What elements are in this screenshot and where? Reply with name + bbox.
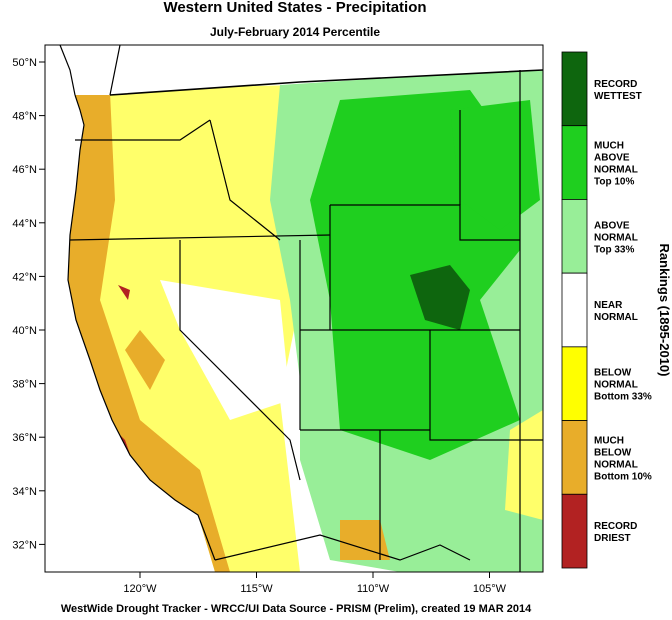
subtitle: July-February 2014 Percentile (210, 25, 380, 39)
legend-swatch (561, 199, 588, 274)
footer: WestWide Drought Tracker - WRCC/UI Data … (61, 603, 532, 615)
legend-label: NORMAL (594, 312, 638, 323)
lat-label: 42°N (12, 271, 37, 283)
legend-label: NORMAL (594, 165, 638, 176)
legend-label: Bottom 33% (594, 392, 652, 403)
lon-label: 115°W (240, 583, 273, 595)
lon-label: 120°W (123, 583, 157, 595)
legend-title: Rankings (1895-2010) (657, 244, 672, 377)
lat-label: 34°N (12, 486, 37, 498)
lat-label: 48°N (12, 111, 37, 123)
legend-label: RECORD (594, 79, 637, 90)
legend-label: WETTEST (594, 91, 642, 102)
legend-label: DRIEST (594, 533, 631, 544)
legend-label: BELOW (594, 368, 632, 379)
legend-swatch (561, 51, 588, 127)
legend-label: NORMAL (594, 232, 638, 243)
lat-label: 36°N (12, 432, 37, 444)
lon-label: 110°W (357, 583, 390, 595)
legend-swatch (561, 272, 588, 348)
legend-swatch (561, 125, 588, 200)
legend-label: NORMAL (594, 459, 638, 470)
lat-label: 38°N (12, 379, 37, 391)
legend-label: MUCH (594, 435, 624, 446)
legend-swatch (561, 346, 588, 421)
lat-label: 40°N (12, 325, 37, 337)
lon-label: 105°W (473, 583, 507, 595)
legend-swatch (561, 493, 588, 569)
legend-label: Top 10% (594, 177, 634, 188)
legend-label: Top 33% (594, 244, 634, 255)
title: Western United States - Precipitation (163, 0, 426, 16)
legend-label: MUCH (594, 141, 624, 152)
map-frame (44, 44, 544, 573)
legend-label: NEAR (594, 300, 623, 311)
legend-label: Bottom 10% (594, 471, 652, 482)
legend-label: BELOW (594, 447, 632, 458)
lat-label: 44°N (12, 218, 37, 230)
map (44, 44, 544, 573)
legend-swatch (561, 420, 588, 495)
lat-label: 46°N (12, 164, 37, 176)
legend-label: RECORD (594, 521, 637, 532)
legend-label: ABOVE (594, 220, 630, 231)
map-fill (68, 70, 543, 572)
lat-label: 50°N (12, 57, 37, 69)
legend-label: NORMAL (594, 380, 638, 391)
boundaries (59, 44, 544, 572)
lat-label: 32°N (12, 539, 37, 551)
legend-label: ABOVE (594, 153, 630, 164)
